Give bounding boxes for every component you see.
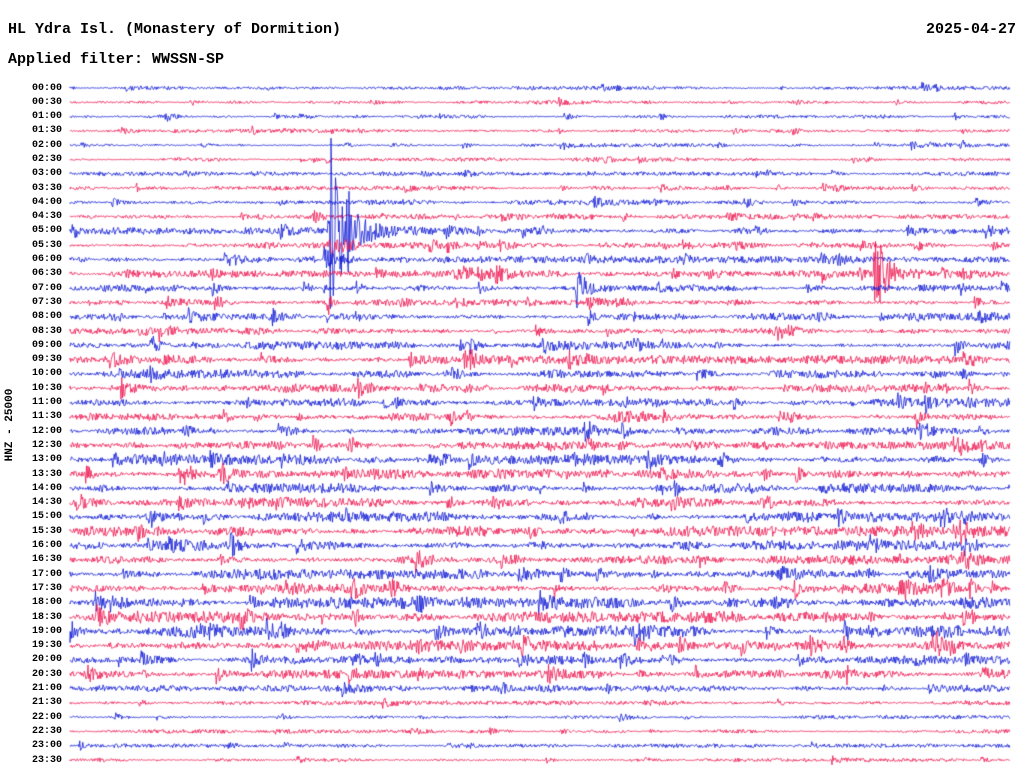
time-label: 19:00	[31, 625, 62, 637]
time-label: 00:30	[31, 96, 62, 108]
time-label: 23:30	[31, 754, 62, 766]
time-label: 02:00	[31, 139, 62, 151]
time-label: 07:30	[31, 296, 62, 308]
time-label: 16:00	[31, 540, 62, 552]
time-label: 05:30	[31, 239, 62, 251]
time-label: 10:30	[31, 382, 62, 394]
time-label: 10:00	[31, 368, 62, 380]
time-label: 20:30	[31, 668, 62, 680]
record-date: 2025-04-27	[925, 21, 1016, 38]
time-label: 03:00	[31, 168, 62, 180]
time-label: 03:30	[31, 182, 62, 194]
time-label: 09:00	[31, 339, 62, 351]
time-label: 20:00	[31, 654, 62, 666]
time-label: 05:00	[31, 225, 62, 237]
time-label: 14:30	[31, 497, 62, 509]
time-label: 13:00	[31, 454, 62, 466]
time-label: 15:30	[31, 525, 62, 537]
time-label: 12:30	[31, 439, 62, 451]
time-label: 14:00	[31, 482, 62, 494]
time-label: 12:00	[31, 425, 62, 437]
time-label: 08:30	[31, 325, 62, 337]
time-label: 23:00	[31, 740, 62, 752]
time-label: 18:00	[31, 597, 62, 609]
time-label: 04:00	[31, 196, 62, 208]
applied-filter-label: Applied filter: WWSSN-SP	[8, 51, 225, 68]
station-title: HL Ydra Isl. (Monastery of Dormition)	[8, 21, 342, 38]
time-label: 22:00	[31, 711, 62, 723]
time-label: 17:00	[31, 568, 62, 580]
time-label: 16:30	[31, 554, 62, 566]
time-label: 21:30	[31, 697, 62, 709]
time-label: 21:00	[31, 683, 62, 694]
time-label: 17:30	[31, 582, 62, 594]
time-label: 11:00	[31, 397, 62, 409]
time-label: 18:30	[31, 611, 62, 623]
time-label: 02:30	[31, 153, 62, 165]
time-label: 04:30	[31, 211, 62, 223]
time-label: 11:30	[31, 411, 62, 423]
time-label: 00:00	[31, 82, 62, 94]
time-label: 22:30	[31, 725, 62, 737]
channel-scale-label: HNZ - 25000	[4, 388, 16, 462]
time-label: 01:30	[31, 125, 62, 137]
time-label: 01:00	[31, 111, 62, 123]
time-label: 06:30	[31, 268, 62, 280]
time-label: 13:30	[31, 468, 62, 480]
time-label: 19:30	[31, 640, 62, 652]
time-label: 09:30	[31, 354, 62, 366]
time-label: 15:00	[31, 511, 62, 523]
time-label: 06:00	[31, 254, 62, 266]
time-label: 08:00	[31, 311, 62, 323]
time-label: 07:00	[31, 282, 62, 294]
